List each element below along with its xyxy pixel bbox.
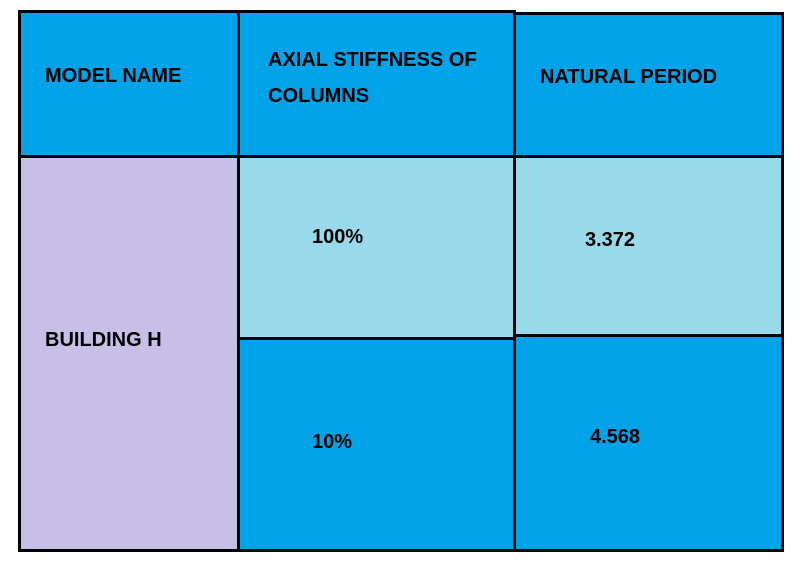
stiffness: 10% — [312, 431, 353, 453]
stiffness: 100% — [312, 226, 364, 248]
header-cell — [18, 10, 240, 158]
period: 3.372 — [585, 229, 636, 251]
header-text: NATURAL PERIOD — [540, 66, 718, 88]
header-cell — [237, 10, 516, 158]
data-cell — [237, 337, 516, 552]
model-name: BUILDING H — [45, 329, 162, 351]
data-cell — [513, 155, 784, 337]
data-cell — [237, 155, 516, 340]
period: 4.568 — [590, 426, 641, 448]
header-text: AXIAL STIFFNESS OF COLUMNS — [268, 49, 477, 107]
data-cell — [513, 334, 784, 552]
header-text: MODEL NAME — [45, 65, 182, 87]
